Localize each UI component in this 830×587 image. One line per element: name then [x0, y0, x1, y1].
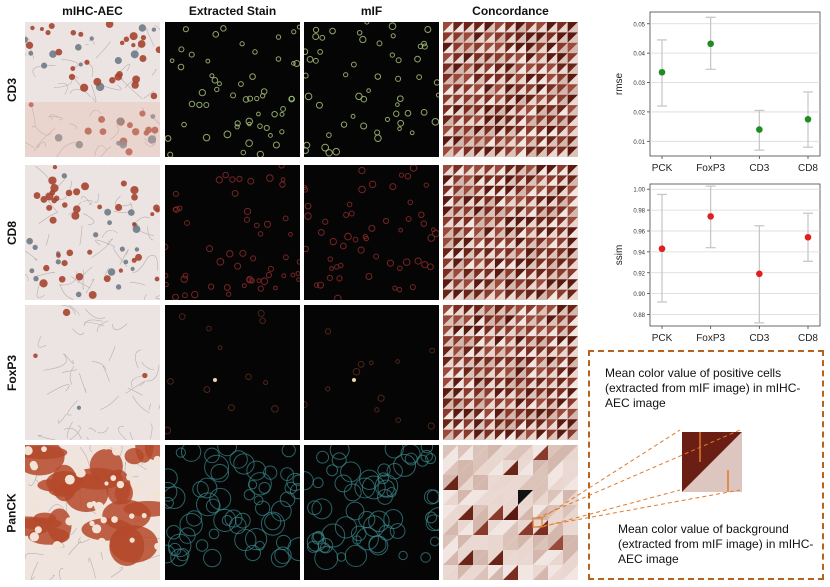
column-header-mihc-aec: mIHC-AEC: [62, 4, 123, 18]
ssim-plot: 0.88 0.90 0.92 0.94 0.96 0.98 1.00 PCK FoxP3 CD3 C…: [614, 183, 821, 344]
tile-cd8-concordance: [443, 165, 578, 300]
tile-panck-mif: [304, 445, 439, 580]
tile-panck-extracted-stain: [165, 445, 300, 580]
tile-foxp3-mihc-aec: [25, 305, 160, 440]
data-point: [707, 213, 714, 220]
tile-cd8-extracted-stain: [165, 165, 300, 300]
data-point: [658, 68, 666, 76]
data-point: [756, 126, 763, 133]
x-tick-label: CD3: [749, 163, 769, 174]
tile-cd3-mif: [304, 22, 439, 157]
y-tick-label: 0.92: [633, 271, 645, 277]
x-tick-label: PCK: [652, 163, 673, 174]
tile-cd3-concordance: [443, 22, 578, 157]
y-tick-label: 0.90: [633, 292, 645, 298]
tile-cd8-mihc-aec: [25, 165, 160, 300]
tile-cd3-mihc-aec: [25, 22, 160, 157]
column-header-mif: mIF: [360, 4, 383, 18]
tile-panck-mihc-aec: [25, 445, 160, 580]
x-tick-label: FoxP3: [696, 333, 725, 344]
x-tick-label: CD8: [798, 163, 818, 174]
plot-frame: [649, 11, 821, 157]
y-tick-label: 0.94: [633, 250, 645, 256]
y-axis-label: ssim: [614, 245, 625, 266]
x-tick-label: CD8: [798, 333, 818, 344]
row-label-panck: PanCK: [5, 492, 19, 533]
y-tick-label: 0.96: [633, 229, 645, 235]
row-label-cd8: CD8: [5, 220, 20, 245]
tile-foxp3-mif: [304, 305, 439, 440]
row-label-cd3: CD3: [5, 77, 20, 102]
tile-foxp3-concordance: [443, 305, 578, 440]
concordance-legend-box: Mean color value of positive cells (extr…: [588, 350, 824, 580]
y-tick-label: 0.02: [633, 110, 645, 116]
y-tick-label: 0.04: [633, 52, 645, 58]
y-tick-label: 0.03: [633, 81, 645, 87]
x-tick-label: FoxP3: [696, 163, 725, 174]
y-tick-label: 1.00: [633, 188, 645, 194]
y-tick-label: 0.01: [633, 140, 645, 146]
y-tick-label: 0.88: [633, 313, 645, 319]
data-point: [804, 233, 812, 241]
tile-foxp3-extracted-stain: [165, 305, 300, 440]
data-point: [658, 245, 666, 253]
data-point: [756, 270, 763, 278]
plot-frame: [649, 183, 821, 327]
tile-cd3-extracted-stain: [165, 22, 300, 157]
x-tick-label: PCK: [652, 333, 673, 344]
data-point: [804, 115, 812, 123]
tile-panck-concordance: [443, 445, 578, 580]
x-tick-label: CD3: [749, 333, 769, 344]
y-tick-label: 0.98: [633, 209, 645, 215]
tile-cd8-mif: [304, 165, 439, 300]
y-axis-label: rmse: [614, 72, 625, 95]
data-point: [707, 40, 714, 48]
row-label-foxp3: FoxP3: [5, 354, 20, 391]
rmse-plot: 0.01 0.02 0.03 0.04 0.05 PCK FoxP3 CD3 CD8 rmse: [614, 11, 821, 174]
concordance-cell-enlarged: [682, 432, 742, 492]
column-header-extracted-stain: Extracted Stain: [188, 4, 277, 18]
y-tick-label: 0.05: [633, 22, 645, 28]
column-header-concordance: Concordance: [472, 4, 549, 18]
background-caption: Mean color value of background (extracte…: [618, 522, 814, 566]
positive-cells-caption: Mean color value of positive cells (extr…: [605, 366, 801, 410]
